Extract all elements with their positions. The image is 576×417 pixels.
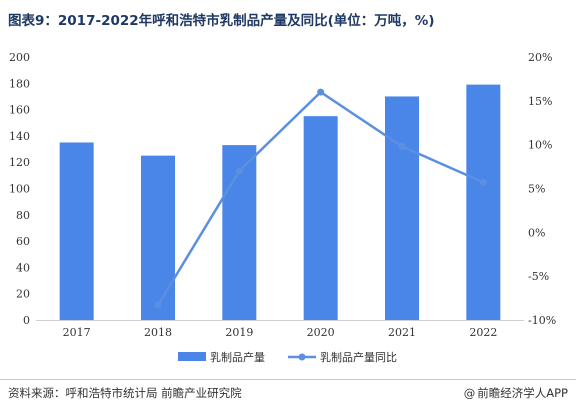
bar	[303, 116, 338, 320]
y-left-tick-label: 140	[9, 130, 30, 143]
legend-line-marker	[298, 353, 306, 361]
legend-bar-label: 乳制品产量	[210, 350, 265, 364]
y-right-tick-label: 20%	[528, 51, 552, 64]
footer-divider	[0, 379, 576, 380]
growth-point	[235, 167, 243, 175]
growth-point	[317, 88, 325, 96]
y-right-tick-label: -5%	[528, 270, 549, 283]
x-tick-label: 2021	[388, 326, 416, 339]
y-left-tick-label: 80	[16, 209, 30, 222]
y-left-tick-label: 160	[9, 104, 30, 117]
source-note: 资料来源：呼和浩特市统计局 前瞻产业研究院	[8, 386, 242, 400]
y-left-tick-label: 0	[23, 314, 30, 327]
y-right-tick-label: -10%	[528, 314, 556, 327]
y-right-tick-label: 15%	[528, 95, 552, 108]
chart-title: 图表9：2017-2022年呼和浩特市乳制品产量及同比(单位：万吨，%)	[8, 13, 435, 29]
x-tick-label: 2017	[63, 326, 91, 339]
y-left-tick-label: 120	[9, 156, 30, 169]
y-right-tick-label: 5%	[528, 183, 545, 196]
brand-text: 前瞻经济学人APP	[477, 386, 568, 400]
bar	[59, 142, 94, 320]
y-left-tick-label: 100	[9, 183, 30, 196]
bar	[385, 96, 419, 320]
brand-label: @ 前瞻经济学人APP	[464, 385, 568, 401]
growth-point	[398, 142, 406, 150]
x-tick-label: 2019	[225, 326, 253, 339]
y-left-tick-label: 40	[16, 261, 30, 274]
x-tick-label: 2018	[144, 326, 172, 339]
x-tick-label: 2022	[469, 326, 497, 339]
y-left-tick-label: 60	[16, 235, 30, 248]
growth-point	[154, 301, 162, 309]
growth-point	[479, 178, 487, 186]
at-sign-icon: @	[463, 386, 476, 400]
y-right-tick-label: 10%	[528, 139, 552, 152]
legend-bar-swatch	[178, 352, 206, 361]
y-left-tick-label: 20	[16, 288, 30, 301]
bar	[466, 84, 501, 321]
y-left-tick-label: 180	[9, 77, 30, 90]
y-right-tick-label: 0%	[528, 226, 545, 239]
legend-line-label: 乳制品产量同比	[320, 350, 397, 364]
x-tick-label: 2020	[307, 326, 335, 339]
bar	[141, 155, 175, 320]
y-left-tick-label: 200	[9, 51, 30, 64]
